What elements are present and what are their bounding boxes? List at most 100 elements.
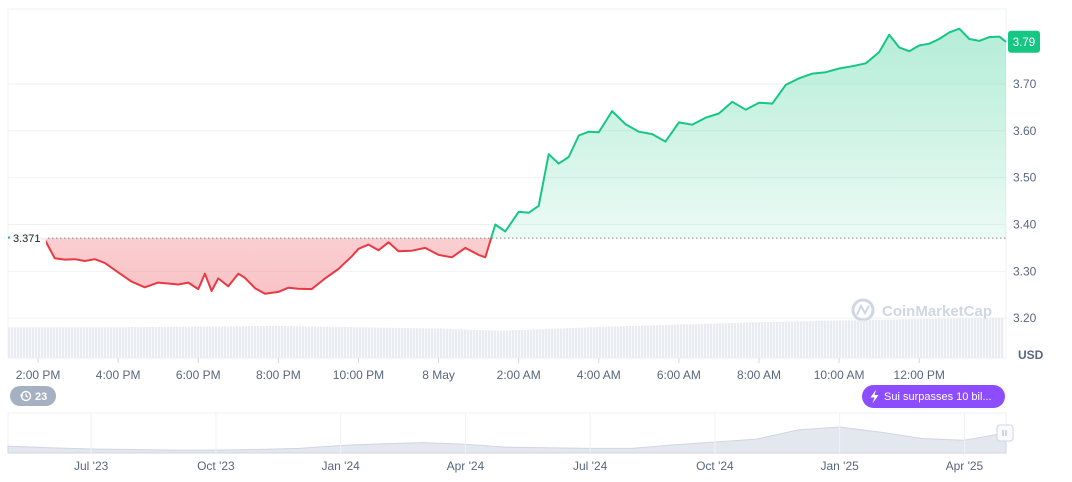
navigator-tick-label: Oct '23 [197, 459, 235, 473]
navigator-tick-label: Apr '25 [946, 459, 984, 473]
x-tick-label: 12:00 PM [894, 368, 945, 382]
volume-bar [17, 327, 20, 358]
y-tick-label: 3.70 [1013, 77, 1037, 91]
events-badge[interactable]: 23 [10, 386, 56, 406]
volume-bar [107, 327, 110, 358]
volume-bar [914, 319, 917, 358]
volume-bar [680, 324, 683, 358]
volume-bar [968, 318, 971, 358]
volume-bar [617, 326, 620, 358]
volume-bar [905, 319, 908, 358]
volume-bar [104, 327, 107, 358]
volume-bar [674, 324, 677, 358]
volume-bar [176, 326, 179, 358]
volume-bar [332, 326, 335, 358]
volume-bar [788, 321, 791, 358]
volume-bar [806, 321, 809, 358]
volume-bar [443, 328, 446, 358]
volume-bar [263, 326, 266, 358]
volume-bar [200, 326, 203, 358]
volume-bar [722, 323, 725, 358]
volume-bar [653, 325, 656, 358]
coinmarketcap-logo-icon [851, 298, 875, 322]
volume-bar [794, 321, 797, 358]
volume-bar [158, 326, 161, 358]
volume-bar [602, 326, 605, 358]
volume-bar [224, 326, 227, 358]
volume-bar [434, 328, 437, 358]
x-axis: 2:00 PM 4:00 PM 6:00 PM 8:00 PM 10:00 PM 8 Ma… [16, 358, 945, 382]
volume-bar [257, 326, 260, 358]
volume-bar [362, 327, 365, 358]
volume-bar [386, 327, 389, 358]
volume-bar [230, 326, 233, 358]
volume-bar [347, 327, 350, 358]
x-tick-label: 6:00 AM [657, 368, 701, 382]
volume-bar [497, 330, 500, 358]
volume-bar [35, 327, 38, 358]
volume-bar [563, 328, 566, 358]
volume-bar [62, 327, 65, 358]
volume-bar [482, 330, 485, 358]
volume-bar [299, 326, 302, 358]
volume-bar [383, 327, 386, 358]
volume-bar [164, 326, 167, 358]
volume-bar [488, 330, 491, 358]
volume-bar [236, 326, 239, 358]
volume-bar [371, 327, 374, 358]
volume-bar [320, 326, 323, 358]
volume-bar [89, 327, 92, 358]
watermark-text: CoinMarketCap [882, 303, 992, 320]
volume-bar [431, 328, 434, 358]
volume-bar [473, 329, 476, 358]
volume-bar [95, 327, 98, 358]
volume-bar [656, 325, 659, 358]
volume-bar [98, 327, 101, 358]
volume-bar [92, 327, 95, 358]
volume-bar [533, 329, 536, 358]
x-tick-label: 4:00 PM [96, 368, 141, 382]
volume-bar [335, 326, 338, 358]
volume-bar [281, 326, 284, 358]
volume-bar [941, 318, 944, 358]
volume-bar [80, 327, 83, 358]
y-tick-label: 3.30 [1013, 264, 1037, 278]
volume-bar [251, 326, 254, 358]
volume-bar [395, 327, 398, 358]
volume-bar [170, 326, 173, 358]
volume-bar [119, 327, 122, 358]
volume-bar [227, 326, 230, 358]
volume-bar [812, 321, 815, 358]
volume-bar [902, 319, 905, 358]
volume-bar [986, 318, 989, 358]
y-tick-label: 3.20 [1013, 311, 1037, 325]
volume-bar [548, 328, 551, 358]
volume-bar [998, 318, 1001, 358]
volume-bar [671, 324, 674, 358]
volume-bar [860, 320, 863, 358]
news-badge[interactable]: Sui surpasses 10 bil... [862, 385, 1005, 408]
volume-bar [932, 318, 935, 358]
volume-bar [764, 322, 767, 358]
volume-bar [365, 327, 368, 358]
volume-bar [101, 327, 104, 358]
navigator[interactable]: Jul '23 Oct '23 Jan '24 Apr '24 Jul '24 Oct '… [7, 412, 1014, 473]
volume-bar [995, 318, 998, 358]
volume-bar [539, 329, 542, 358]
volume-bar [524, 329, 527, 358]
coinmarketcap-watermark: CoinMarketCap [851, 298, 992, 322]
x-tick-label: 10:00 AM [814, 368, 865, 382]
volume-bar [86, 327, 89, 358]
volume-bar [137, 327, 140, 358]
navigator-handle[interactable] [996, 424, 1014, 442]
volume-bar [857, 320, 860, 358]
volume-bar [506, 330, 509, 358]
x-tick-label: 8:00 PM [256, 368, 301, 382]
volume-bar [992, 318, 995, 358]
volume-bar [221, 326, 224, 358]
volume-bar [734, 322, 737, 358]
volume-bar [68, 327, 71, 358]
volume-bar [953, 318, 956, 358]
volume-bar [875, 319, 878, 358]
x-tick-label: 2:00 AM [497, 368, 541, 382]
